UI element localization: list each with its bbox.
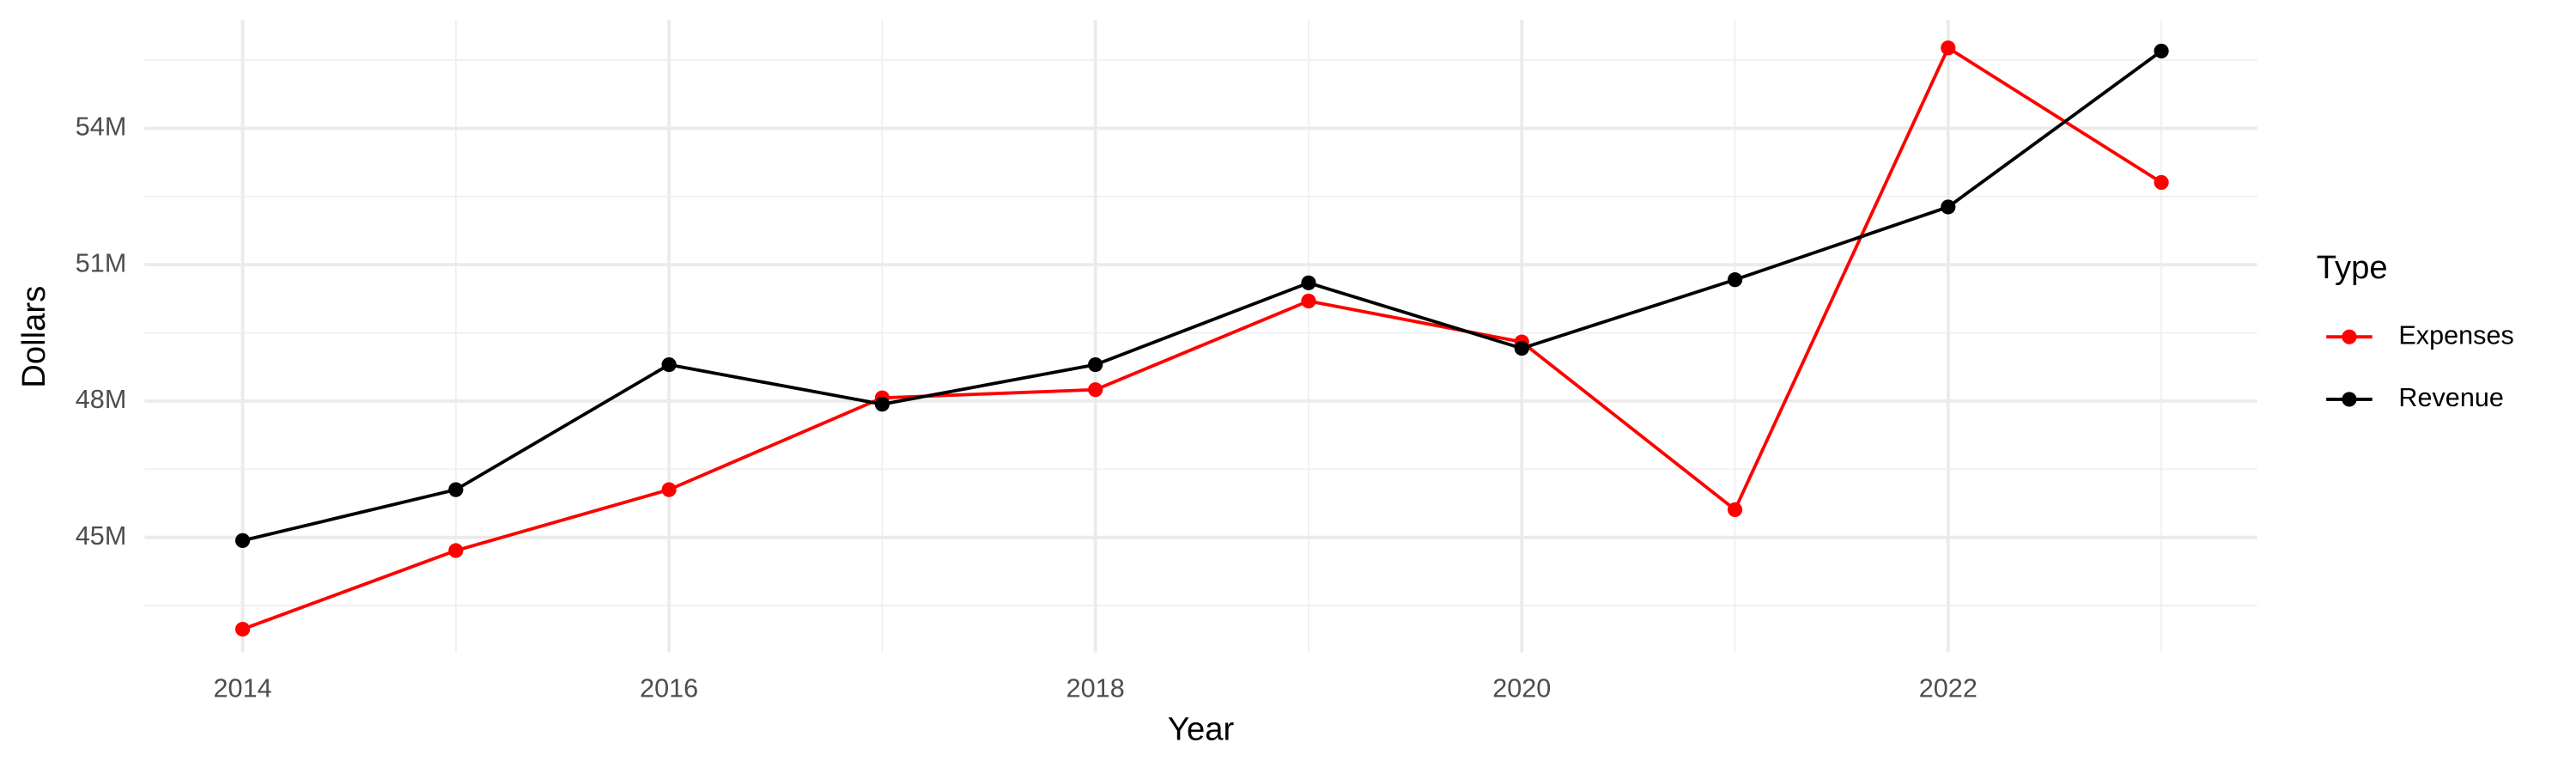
data-point: [661, 482, 677, 497]
plot-area: [234, 40, 2169, 637]
data-point: [1088, 356, 1103, 373]
data-point: [234, 621, 251, 637]
legend-key-point: [2342, 392, 2357, 407]
data-point: [448, 482, 464, 497]
legend-label: Revenue: [2398, 383, 2504, 412]
data-point: [661, 356, 677, 373]
data-point: [234, 533, 251, 548]
data-point: [1727, 502, 1743, 518]
data-point: [874, 397, 890, 412]
y-tick-label: 48M: [76, 385, 127, 414]
data-point: [1301, 293, 1316, 309]
data-point: [2154, 174, 2169, 191]
y-tick-label: 54M: [76, 113, 127, 142]
data-point: [1941, 40, 1956, 56]
data-point: [1088, 382, 1103, 398]
x-tick-label: 2014: [214, 674, 272, 703]
y-tick-label: 45M: [76, 521, 127, 551]
x-tick-label: 2020: [1492, 674, 1551, 703]
x-tick-label: 2018: [1066, 674, 1125, 703]
series-line: [241, 45, 2163, 631]
y-axis-title: Dollars: [15, 286, 52, 388]
y-tick-label: 51M: [76, 248, 127, 277]
x-tick-label: 2016: [640, 674, 698, 703]
legend-title: Type: [2317, 249, 2388, 286]
data-point: [448, 543, 464, 558]
legend-key-point: [2342, 329, 2357, 344]
data-point: [2154, 43, 2169, 59]
series-line: [242, 49, 2163, 543]
data-point: [1727, 272, 1743, 288]
data-point: [1514, 340, 1529, 356]
legend-label: Expenses: [2398, 320, 2513, 350]
x-axis-title: Year: [1168, 711, 1235, 748]
x-tick-label: 2022: [1919, 674, 1978, 703]
data-point: [1941, 199, 1956, 215]
data-point: [1301, 275, 1316, 290]
